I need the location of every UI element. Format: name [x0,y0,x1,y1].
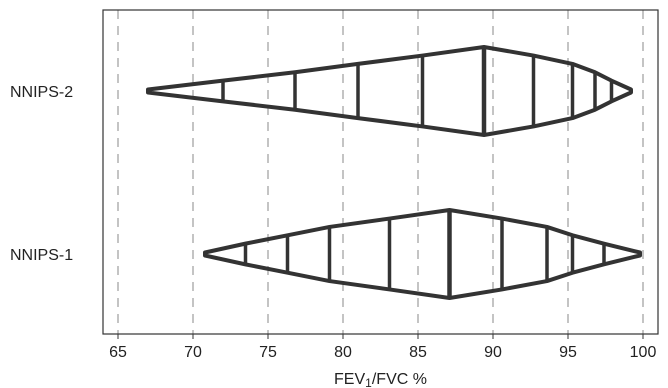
x-tick-label: 75 [259,344,277,361]
x-axis-title-main: FEV [334,371,365,388]
plot-shapes [146,45,642,300]
category-labels: NNIPS-2 NNIPS-1 [10,84,73,264]
x-tick-label: 85 [409,344,427,361]
letter-value-outline [203,208,642,300]
x-tick-label: 80 [334,344,352,361]
x-tick-label: 90 [484,344,502,361]
x-tick-label: 95 [559,344,577,361]
x-axis-title-tail: /FVC % [372,371,427,388]
x-axis-ticks: 65 70 75 80 85 90 95 100 [109,334,656,361]
x-tick-label: 70 [184,344,202,361]
category-label: NNIPS-2 [10,84,73,101]
x-tick-label: 100 [630,344,657,361]
plot-frame [102,9,659,335]
x-axis-title: FEV1/FVC % [334,371,427,388]
category-label: NNIPS-1 [10,247,73,264]
letter-value-outline [146,45,633,137]
x-axis-title-subscript: 1 [365,376,372,388]
x-tick-label: 65 [109,344,127,361]
grid-lines [117,10,644,334]
